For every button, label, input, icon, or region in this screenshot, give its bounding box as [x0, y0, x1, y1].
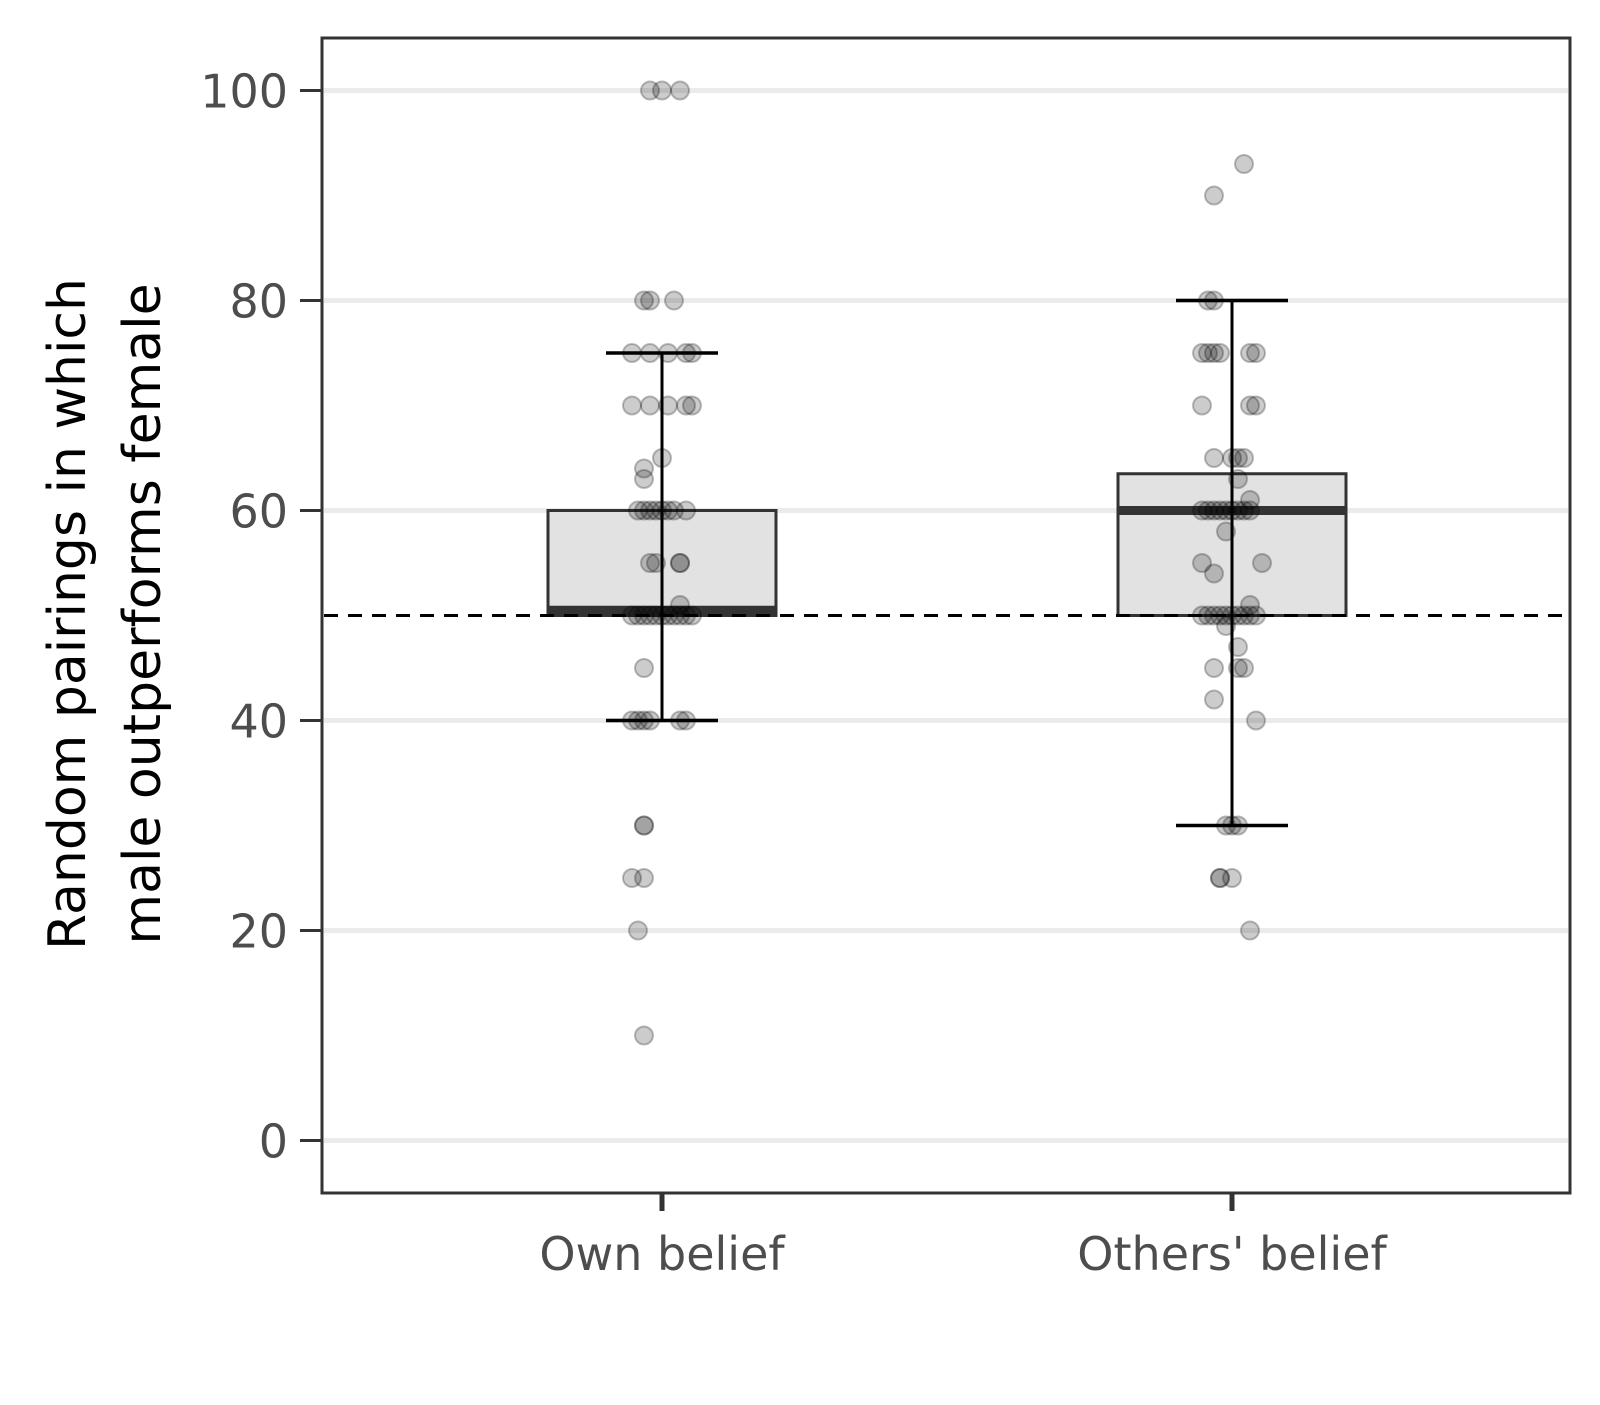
data-point [634, 815, 654, 836]
data-point [1234, 500, 1254, 521]
data-point [622, 868, 642, 888]
y-tick-label: 0 [259, 1115, 288, 1169]
data-point [628, 500, 648, 521]
data-point [1210, 868, 1230, 888]
data-point [652, 80, 672, 101]
data-point [1204, 563, 1224, 584]
boxes [546, 472, 1348, 617]
data-point [670, 595, 690, 615]
data-point [1204, 689, 1224, 710]
data-point [634, 658, 654, 678]
data-point [682, 605, 702, 626]
y-axis-title-line-2: male outperforms female [113, 283, 173, 944]
data-point [1246, 343, 1266, 363]
data-point [676, 605, 696, 626]
data-point [670, 80, 690, 101]
data-point [1204, 448, 1224, 468]
data-point [1210, 500, 1230, 521]
y-axis: 0 20 40 60 80 100 [200, 65, 322, 1169]
data-point [634, 815, 654, 836]
data-point [640, 500, 660, 521]
data-point [1204, 343, 1224, 363]
data-point [1234, 658, 1254, 678]
data-point [1246, 395, 1266, 416]
data-point [640, 80, 660, 101]
data-point [1240, 605, 1260, 626]
data-point [1240, 500, 1260, 521]
data-point [1204, 500, 1224, 521]
data-point [1234, 448, 1254, 468]
y-tick-label: 40 [229, 695, 288, 749]
data-point [634, 500, 654, 521]
data-point [664, 500, 684, 521]
y-tick-label: 100 [200, 65, 288, 119]
data-point [1240, 490, 1260, 510]
y-tick-label: 20 [229, 905, 288, 959]
data-point [634, 458, 654, 479]
data-point [670, 553, 690, 573]
panel-border [320, 36, 1572, 1195]
data-point [676, 500, 696, 521]
data-point [682, 395, 702, 416]
data-point [1240, 595, 1260, 615]
data-point [664, 605, 684, 626]
data-point [640, 395, 660, 416]
data-point [1240, 920, 1260, 941]
data-point [1210, 343, 1230, 363]
data-point [1252, 553, 1272, 573]
data-point [1210, 605, 1230, 626]
x-axis: Own belief Others' belief [539, 1193, 1389, 1281]
data-point [1246, 710, 1266, 731]
data-point [1198, 343, 1218, 363]
data-point [1222, 868, 1242, 888]
data-point [634, 868, 654, 888]
data-point [1234, 605, 1254, 626]
whiskers [606, 298, 1288, 828]
data-point [1204, 605, 1224, 626]
grid-lines [324, 88, 1568, 1143]
y-tick-label: 60 [229, 485, 288, 539]
data-point [1234, 154, 1254, 174]
data-point [640, 605, 660, 626]
data-point [634, 469, 654, 489]
data-point [634, 605, 654, 626]
data-point [664, 290, 684, 311]
data-point [622, 605, 642, 626]
x-tick-label: Others' belief [1077, 1227, 1388, 1281]
data-point [1192, 553, 1212, 573]
y-axis-title-line-1: Random pairings in which [38, 278, 98, 950]
data-point [1204, 658, 1224, 678]
y-tick-label: 80 [229, 275, 288, 329]
data-point [1240, 343, 1260, 363]
data-point [1240, 395, 1260, 416]
data-point [676, 395, 696, 416]
data-point [1192, 395, 1212, 416]
data-point [1198, 605, 1218, 626]
data-point [622, 395, 642, 416]
data-point [640, 553, 660, 573]
data-point [1192, 343, 1212, 363]
data-point [1192, 605, 1212, 626]
data-point [1204, 185, 1224, 206]
data-point [1192, 500, 1212, 521]
data-point [634, 1025, 654, 1046]
data-point [1246, 605, 1266, 626]
data-point [628, 920, 648, 941]
data-point [1210, 868, 1230, 888]
data-point [1198, 500, 1218, 521]
x-tick-label: Own belief [539, 1227, 786, 1281]
data-point [670, 553, 690, 573]
data-point [634, 290, 654, 311]
data-point [628, 605, 648, 626]
data-point [670, 605, 690, 626]
data-point [640, 290, 660, 311]
data-points [622, 80, 1272, 1046]
